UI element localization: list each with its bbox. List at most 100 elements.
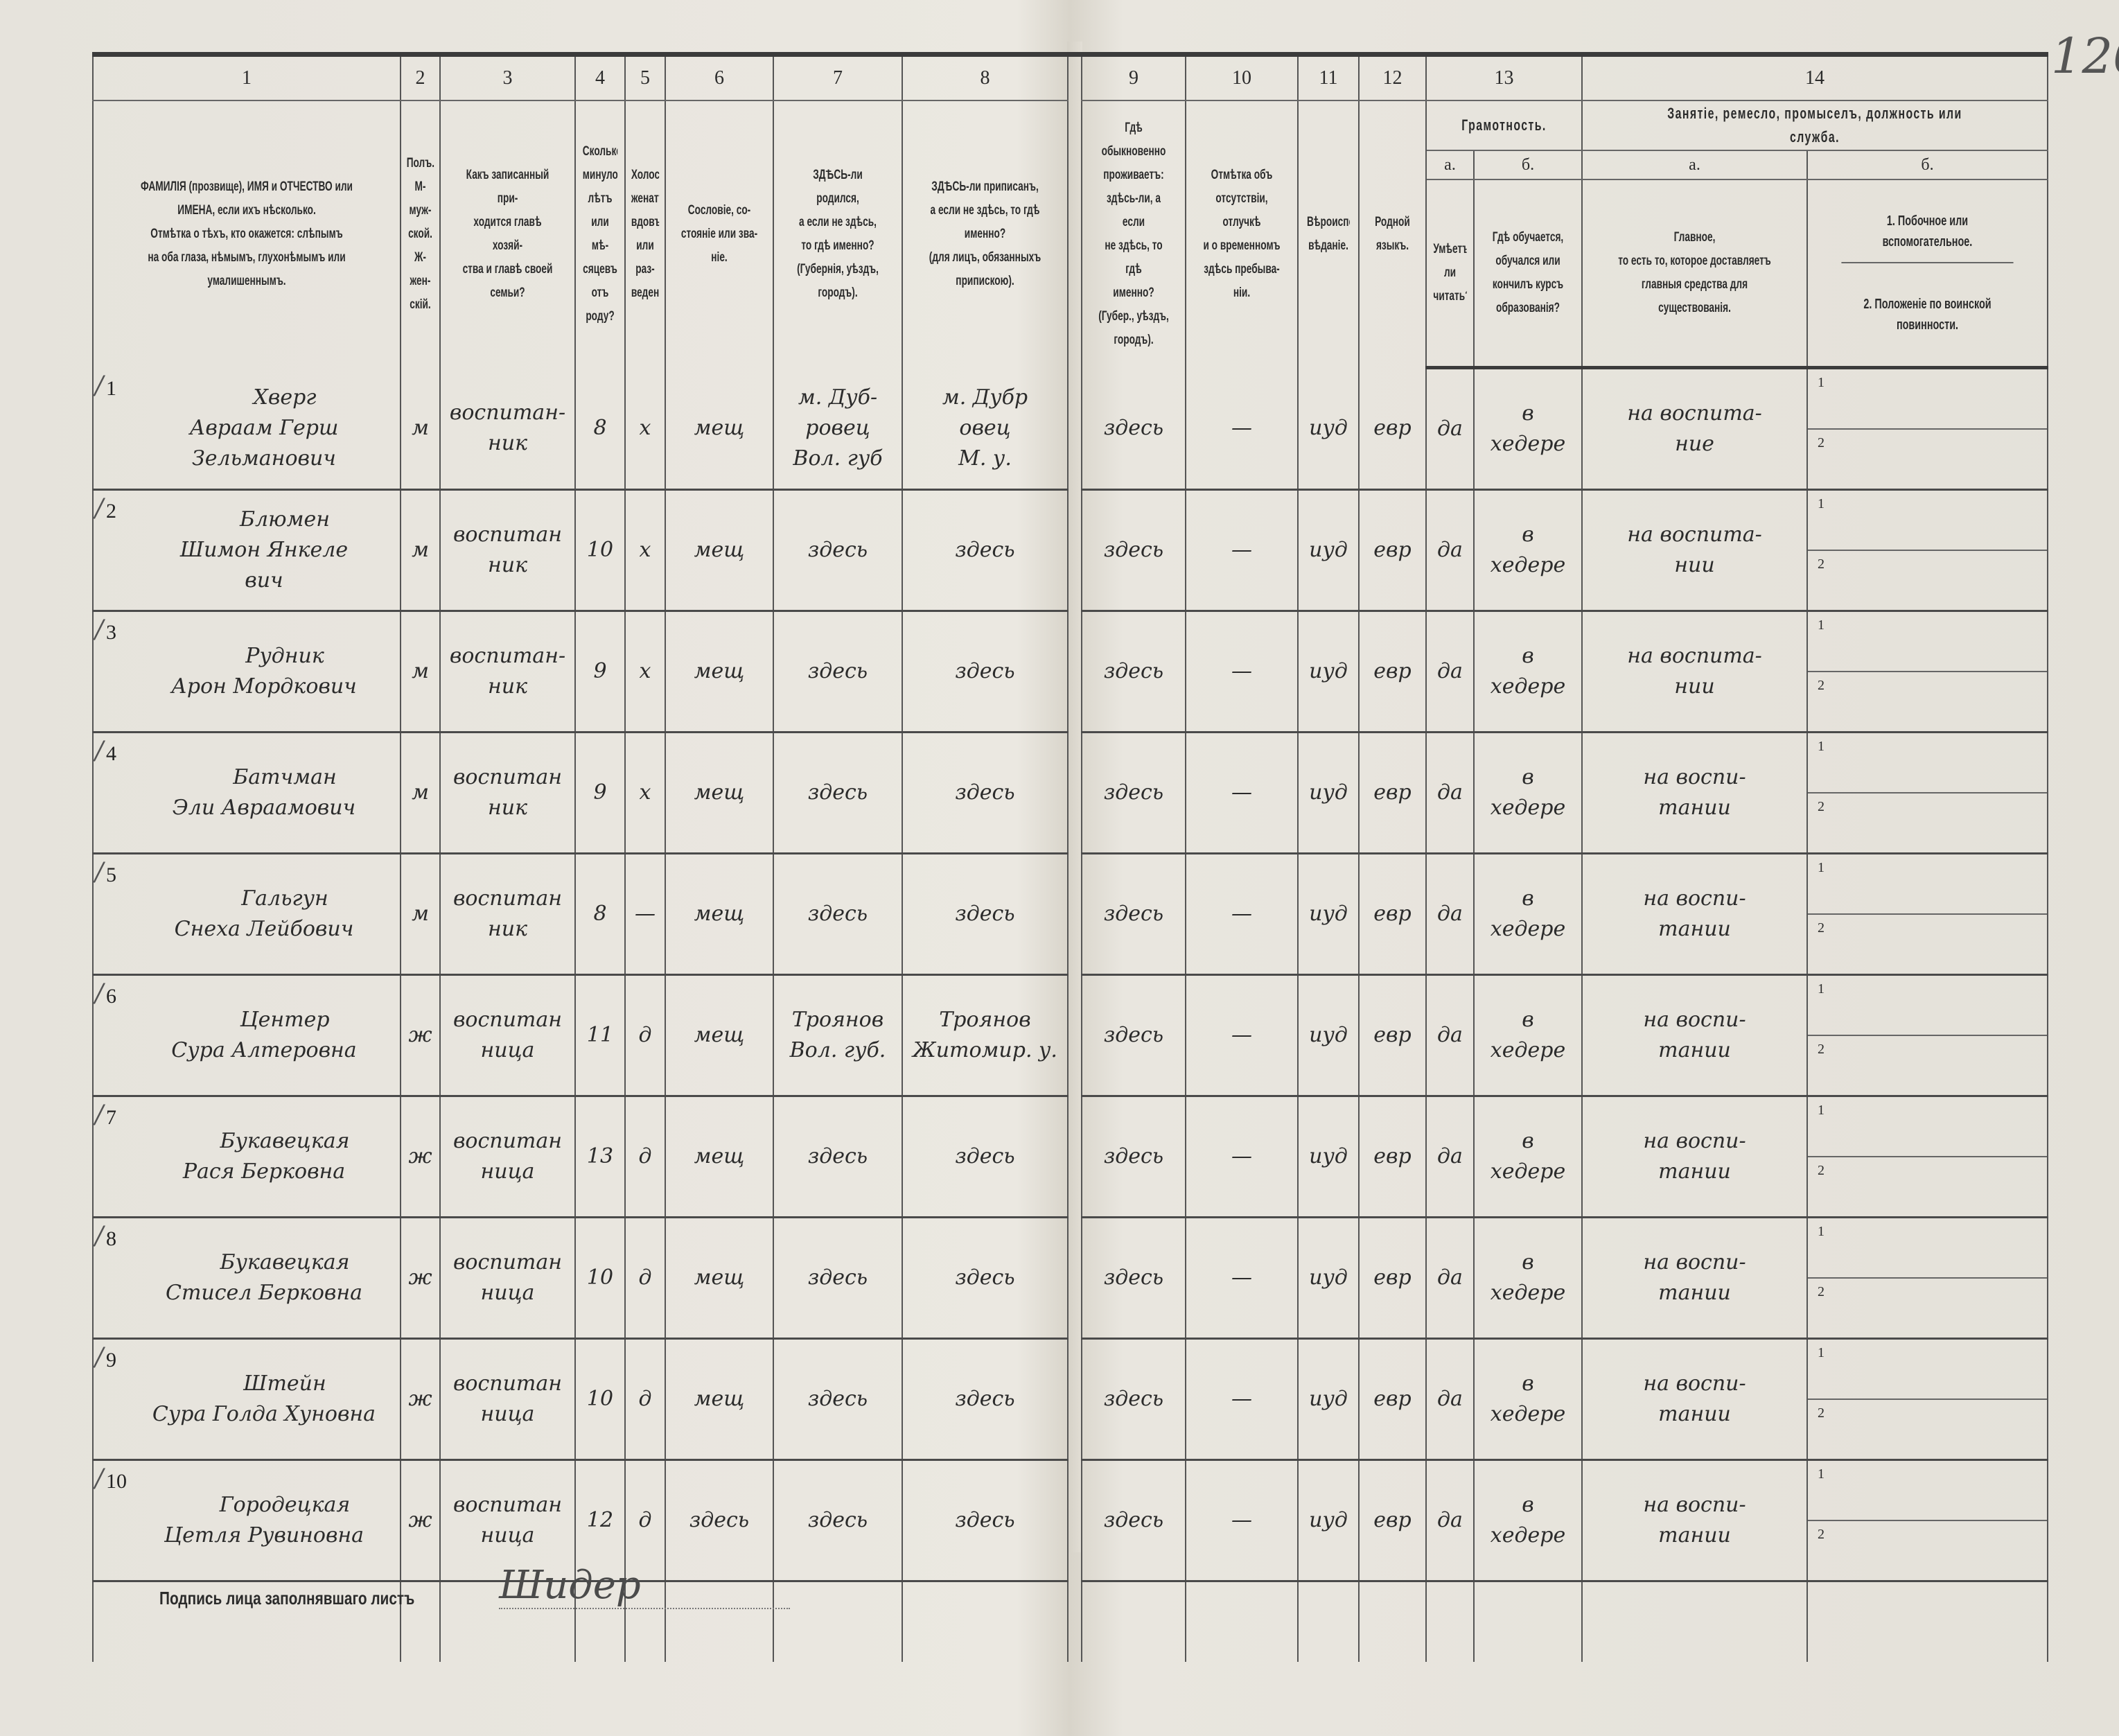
check-mark: / <box>95 1464 104 1493</box>
cell-language: евр <box>1358 1217 1427 1340</box>
cell-registered: здесь <box>902 611 1069 733</box>
sub-line-1: 1 <box>1818 496 1825 511</box>
cell-language: евр <box>1358 853 1427 976</box>
sub-line-2: 2 <box>1818 1042 1825 1057</box>
check-mark: / <box>95 979 104 1008</box>
cell-education: в хедере <box>1473 1338 1583 1461</box>
cell-estate: мещ <box>665 1338 774 1461</box>
cell-sex: м <box>400 489 441 612</box>
col-number: 5 <box>624 54 666 101</box>
cell-language: евр <box>1358 732 1427 854</box>
table-row: /1 Хверг Авраам Герш Зельманович м воспитан-… <box>92 367 2048 491</box>
cell-occupation: на воспита- нии <box>1581 489 1808 612</box>
fold-gap <box>1068 854 1082 975</box>
fold-gap <box>1068 1218 1082 1339</box>
cell-education: в хедере <box>1473 974 1583 1097</box>
table-row: /5 Гальгун Снеха Лейбович м воспитан ник 8— ме… <box>92 853 2048 976</box>
header-education: Гдѣ обучается, обучался или кончилъ курс… <box>1488 179 1567 369</box>
fold-gap <box>1068 1460 1082 1581</box>
surname: Букавецкая <box>220 1250 350 1274</box>
surname: Штейн <box>243 1371 326 1396</box>
cell-sex: ж <box>400 1217 441 1340</box>
cell-sex: ж <box>400 1096 441 1218</box>
cell-language: евр <box>1358 1459 1427 1582</box>
row-number: 1 <box>106 376 116 400</box>
cell-absence: — <box>1185 853 1299 976</box>
cell-language: евр <box>1358 974 1427 1097</box>
header-military-status: 2. Положеніе по воинской повинности. <box>1863 297 1991 333</box>
cell-residence: здесь <box>1081 1217 1186 1340</box>
cell-relation: воспитан ница <box>439 1338 576 1461</box>
table-row: /2 Блюмен Шимон Янкеле вич м воспитан ник 10 х… <box>92 489 2048 612</box>
given-names: Эли Авраамович <box>172 796 356 820</box>
cell-religion: иуд <box>1297 1217 1360 1340</box>
cell-religion: иуд <box>1297 732 1360 854</box>
empty-cell <box>902 1581 1069 1662</box>
empty-cell <box>665 1581 774 1662</box>
cell-language: евр <box>1358 367 1427 491</box>
cell-religion: иуд <box>1297 974 1360 1097</box>
sub-line-1: 1 <box>1818 1103 1825 1118</box>
cell-age: 8 <box>574 853 626 976</box>
header-13a-letter: а. <box>1425 150 1475 180</box>
header-secondary: 1. Побочное или вспомогательное. 2. Поло… <box>1840 179 2015 369</box>
col-number: 9 <box>1081 54 1186 101</box>
sub-line-2: 2 <box>1818 920 1825 936</box>
sub-line-1: 1 <box>1818 1345 1825 1360</box>
col-number: 1 <box>92 54 401 101</box>
empty-cell <box>1806 1581 2048 1662</box>
cell-occupation: на воспита- нии <box>1581 611 1808 733</box>
surname: Рудник <box>245 644 324 668</box>
cell-registered: здесь <box>902 1096 1069 1218</box>
cell-absence: — <box>1185 367 1299 491</box>
row-number: 5 <box>106 863 116 886</box>
header-14b-letter: б. <box>1806 150 2048 180</box>
fold-gap <box>1068 611 1082 733</box>
row-number: 9 <box>106 1349 116 1371</box>
fold-gap <box>1070 55 1080 368</box>
cell-relation: воспитан ница <box>439 974 576 1097</box>
cell-estate: мещ <box>665 1217 774 1340</box>
header-estate: Сословіе, со- стояніе или зва- ніе. <box>680 100 759 368</box>
cell-registered: здесь <box>902 1338 1069 1461</box>
col-number: 6 <box>665 54 774 101</box>
empty-cell <box>574 1581 626 1662</box>
cell-born: здесь <box>773 611 903 733</box>
cell-religion: иуд <box>1297 1338 1360 1461</box>
empty-row <box>92 1581 2048 1662</box>
cell-name: /7 Букавецкая Рася Берковна <box>92 1096 401 1218</box>
cell-absence: — <box>1185 1096 1299 1218</box>
table-row: /4 Батчман Эли Авраамович м воспитан ник 9 х ме… <box>92 732 2048 854</box>
sub-line-2: 2 <box>1818 1284 1825 1299</box>
cell-age: 12 <box>574 1459 626 1582</box>
empty-cell <box>1581 1581 1808 1662</box>
cell-estate: мещ <box>665 611 774 733</box>
cell-name: /4 Батчман Эли Авраамович <box>92 732 401 854</box>
cell-occupation: на воспита- ние <box>1581 367 1808 491</box>
check-mark: / <box>95 737 104 765</box>
cell-residence: здесь <box>1081 974 1186 1097</box>
fold-gap <box>1068 1339 1082 1460</box>
empty-cell <box>1358 1581 1427 1662</box>
cell-absence: — <box>1185 489 1299 612</box>
surname: Блюмен <box>240 507 330 532</box>
empty-cell <box>1297 1581 1360 1662</box>
cell-name: /3 Рудник Арон Мордкович <box>92 611 401 733</box>
table-row: /7 Букавецкая Рася Берковна ж воспитан ница 1… <box>92 1096 2048 1218</box>
cell-relation: воспитан ница <box>439 1096 576 1218</box>
cell-marital: х <box>624 732 666 854</box>
signature-label: Подпись лица заполнявшаго листъ <box>159 1588 415 1608</box>
cell-can-read: да <box>1425 1096 1475 1218</box>
empty-cell <box>773 1581 903 1662</box>
cell-residence: здесь <box>1081 611 1186 733</box>
cell-estate: мещ <box>665 974 774 1097</box>
row-number: 2 <box>106 500 116 523</box>
table-row: /9 Штейн Сура Голда Хуновна ж воспитан ница 1… <box>92 1338 2048 1461</box>
given-names: Снеха Лейбович <box>174 917 354 941</box>
cell-occupation: на воспи- тании <box>1581 1459 1808 1582</box>
cell-name: /6 Центер Сура Алтеровна <box>92 974 401 1097</box>
